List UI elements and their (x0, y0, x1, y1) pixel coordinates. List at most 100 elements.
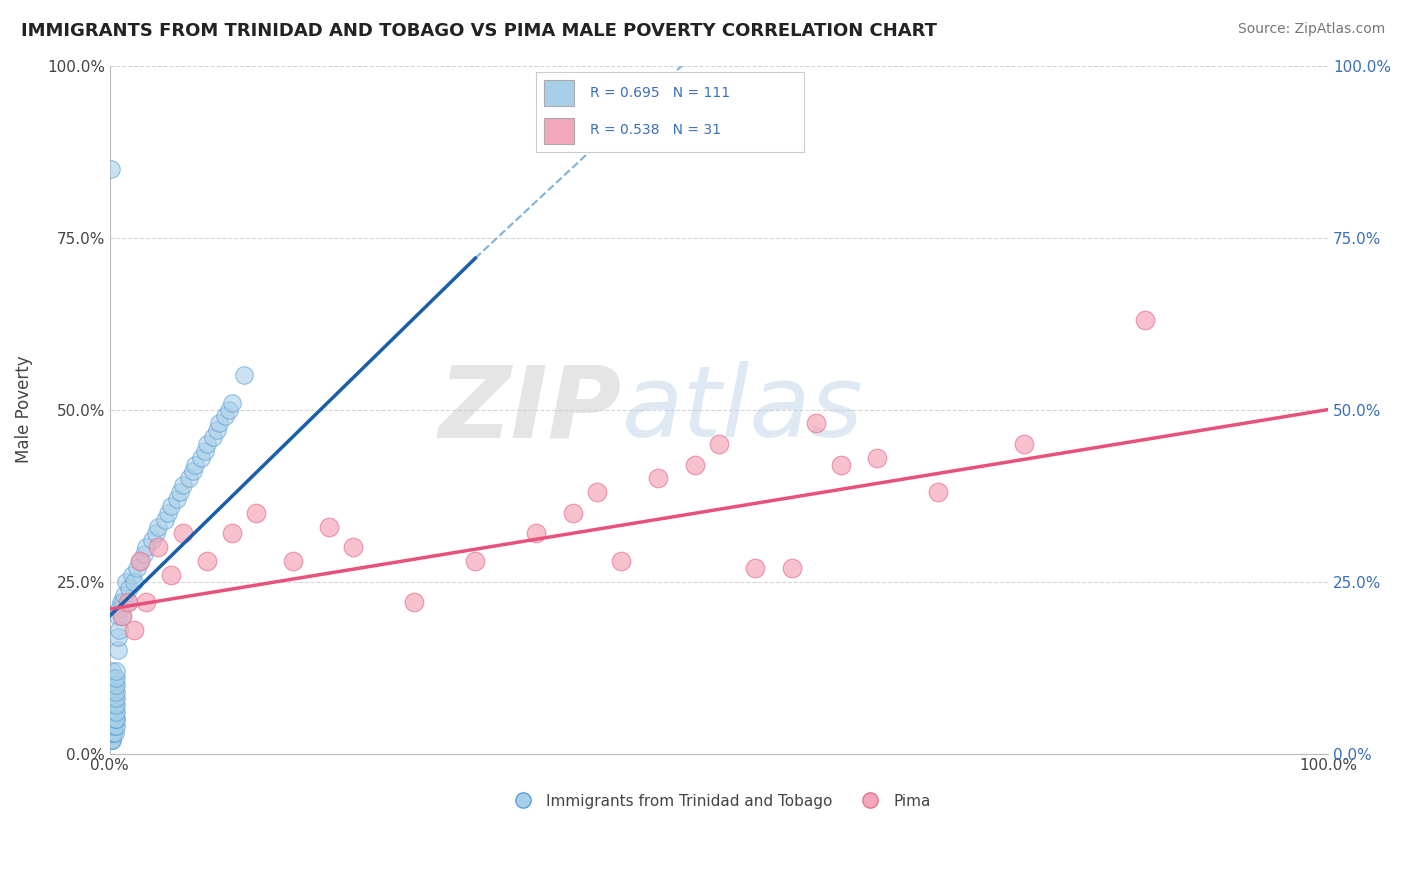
Point (281, 554, 304, 568)
Point (159, 499, 181, 513)
Point (101, 671, 124, 685)
Point (586, 485, 609, 500)
Y-axis label: Male Poverty: Male Poverty (15, 356, 32, 463)
Point (148, 540, 170, 554)
Point (195, 437, 218, 451)
Point (104, 678, 127, 692)
Point (117, 595, 139, 609)
Point (103, 726, 125, 740)
Point (129, 554, 152, 568)
Point (103, 705, 125, 719)
Point (342, 540, 364, 554)
Point (135, 595, 157, 609)
Point (112, 588, 135, 602)
Point (184, 458, 207, 472)
Point (111, 609, 134, 624)
Point (104, 664, 127, 678)
Point (195, 554, 218, 568)
Point (404, 595, 426, 609)
Point (318, 519, 340, 533)
Point (107, 643, 129, 657)
Text: ZIP: ZIP (439, 361, 621, 458)
Point (141, 533, 163, 548)
Point (118, 582, 141, 596)
Point (707, 437, 730, 451)
Point (104, 726, 127, 740)
Point (114, 574, 136, 589)
Point (100, 705, 122, 719)
Point (232, 368, 254, 383)
Point (101, 732, 124, 747)
Point (181, 465, 204, 479)
Point (100, 698, 122, 713)
Point (129, 554, 152, 568)
Point (132, 547, 155, 561)
Point (214, 409, 236, 424)
Point (104, 719, 127, 733)
Point (101, 712, 124, 726)
Point (100, 719, 122, 733)
Point (104, 684, 127, 698)
Point (245, 506, 267, 520)
Point (103, 705, 125, 719)
Point (159, 567, 181, 582)
Point (111, 609, 134, 624)
Point (101, 705, 124, 719)
Point (104, 719, 127, 733)
Point (464, 554, 486, 568)
Point (104, 698, 127, 713)
Point (524, 526, 547, 541)
Point (153, 513, 176, 527)
Point (104, 684, 127, 698)
Point (104, 678, 127, 692)
Point (104, 671, 127, 685)
Point (122, 574, 145, 589)
Point (108, 602, 131, 616)
Point (806, 417, 828, 431)
Point (100, 705, 122, 719)
Point (104, 691, 127, 706)
Point (100, 726, 122, 740)
Point (1012, 437, 1035, 451)
Point (148, 519, 170, 533)
Point (101, 678, 124, 692)
Point (108, 623, 131, 637)
Point (780, 561, 803, 575)
Point (100, 712, 122, 726)
Point (561, 506, 583, 520)
Point (103, 691, 125, 706)
Point (135, 540, 157, 554)
Point (121, 567, 143, 582)
Point (166, 491, 188, 506)
Point (101, 712, 124, 726)
Point (104, 712, 127, 726)
Point (610, 554, 633, 568)
Point (830, 458, 852, 472)
Point (100, 726, 122, 740)
Point (101, 691, 124, 706)
Point (172, 526, 194, 541)
Point (103, 726, 125, 740)
Point (100, 712, 122, 726)
Point (125, 561, 148, 575)
Point (104, 712, 127, 726)
Point (100, 732, 122, 747)
Point (169, 485, 191, 500)
Point (100, 732, 122, 747)
Point (647, 471, 669, 485)
Point (101, 726, 124, 740)
Point (100, 712, 122, 726)
Point (117, 595, 139, 609)
Point (103, 698, 125, 713)
Point (100, 712, 122, 726)
Point (100, 161, 122, 176)
Point (172, 478, 194, 492)
Point (927, 485, 949, 500)
Text: atlas: atlas (621, 361, 863, 458)
Point (122, 623, 145, 637)
Point (104, 705, 127, 719)
Point (194, 443, 217, 458)
Point (103, 719, 125, 733)
Point (101, 678, 124, 692)
Point (112, 595, 135, 609)
